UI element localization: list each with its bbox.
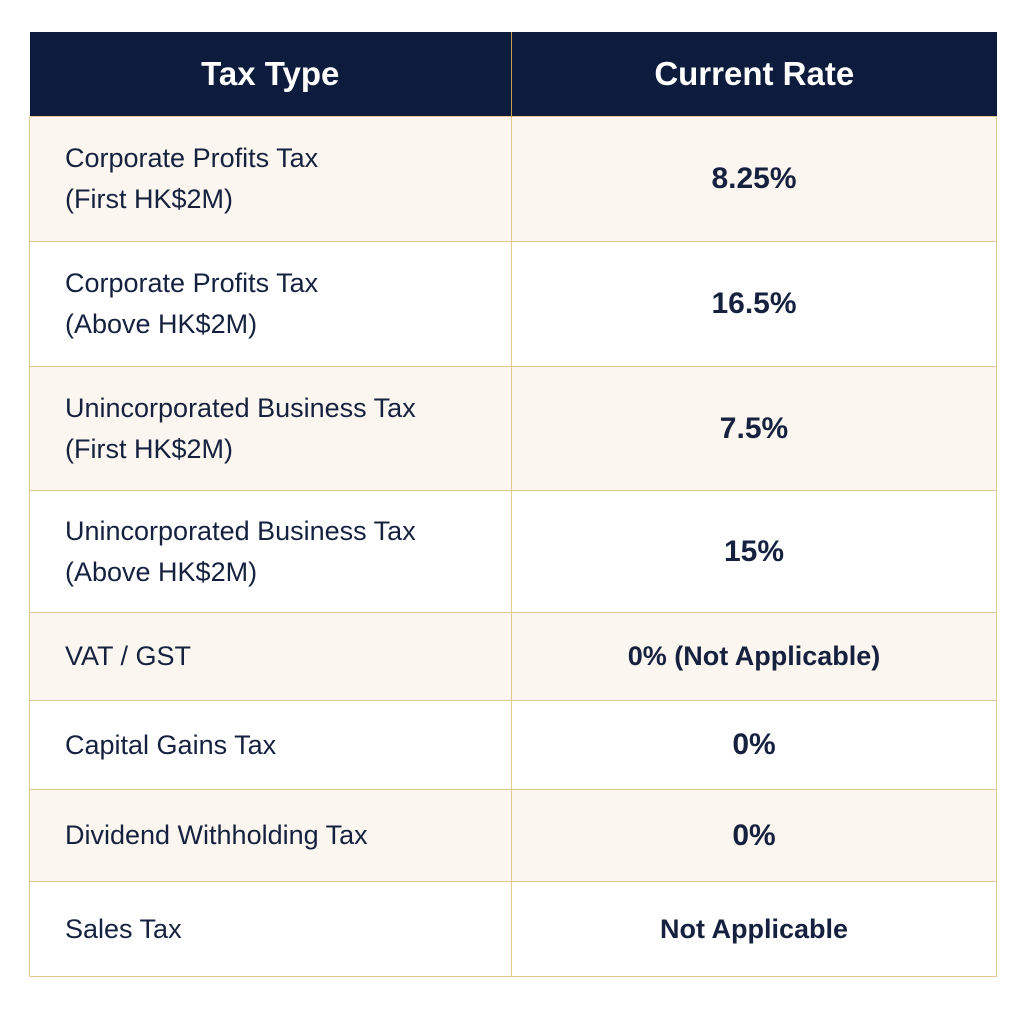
table-row: VAT / GST 0% (Not Applicable) — [29, 612, 997, 701]
tax-type-name: Corporate Profits Tax — [65, 268, 319, 298]
tax-type-name: Corporate Profits Tax — [65, 143, 319, 173]
tax-type-cell: Dividend Withholding Tax — [29, 789, 512, 882]
tax-rate-table: Tax Type Current Rate Corporate Profits … — [29, 32, 997, 977]
tax-type-name: VAT / GST — [65, 641, 192, 671]
tax-type-qualifier: (First HK$2M) — [65, 433, 233, 464]
tax-type-cell: Capital Gains Tax — [29, 700, 512, 790]
header-tax-type: Tax Type — [29, 32, 512, 117]
table-row: Dividend Withholding Tax 0% — [29, 789, 997, 882]
rate-cell: 15% — [511, 490, 997, 613]
rate-cell: 0% (Not Applicable) — [511, 612, 997, 701]
table-row: Unincorporated Business Tax (Above HK$2M… — [29, 490, 997, 613]
table-row: Unincorporated Business Tax (First HK$2M… — [29, 366, 997, 491]
tax-type-cell: Corporate Profits Tax (First HK$2M) — [29, 116, 512, 242]
tax-type-name: Dividend Withholding Tax — [65, 820, 368, 850]
tax-type-cell: Corporate Profits Tax (Above HK$2M) — [29, 241, 512, 367]
rate-cell: 16.5% — [511, 241, 997, 367]
table-row: Corporate Profits Tax (First HK$2M) 8.25… — [29, 116, 997, 242]
tax-type-name: Sales Tax — [65, 913, 182, 944]
tax-type-cell: Unincorporated Business Tax (First HK$2M… — [29, 366, 512, 491]
tax-type-qualifier: (Above HK$2M) — [65, 309, 258, 339]
table-row: Capital Gains Tax 0% — [29, 700, 997, 790]
tax-type-cell: Sales Tax — [29, 881, 512, 977]
tax-type-qualifier: (Above HK$2M) — [65, 556, 258, 587]
tax-type-cell: VAT / GST — [29, 612, 512, 701]
header-current-rate: Current Rate — [511, 32, 997, 117]
rate-cell: Not Applicable — [511, 881, 997, 977]
rate-cell: 0% — [511, 700, 997, 790]
table-header: Tax Type Current Rate — [29, 32, 997, 117]
tax-type-qualifier: (First HK$2M) — [65, 184, 233, 214]
tax-type-cell: Unincorporated Business Tax (Above HK$2M… — [29, 490, 512, 613]
table-row: Sales Tax Not Applicable — [29, 881, 997, 977]
table-row: Corporate Profits Tax (Above HK$2M) 16.5… — [29, 241, 997, 367]
table-body: Corporate Profits Tax (First HK$2M) 8.25… — [29, 116, 997, 977]
header-row: Tax Type Current Rate — [29, 32, 997, 117]
tax-type-name: Capital Gains Tax — [65, 729, 277, 760]
rate-cell: 7.5% — [511, 366, 997, 491]
tax-type-name: Unincorporated Business Tax — [65, 515, 416, 546]
rate-cell: 0% — [511, 789, 997, 882]
rate-cell: 8.25% — [511, 116, 997, 242]
tax-type-name: Unincorporated Business Tax — [65, 392, 416, 423]
